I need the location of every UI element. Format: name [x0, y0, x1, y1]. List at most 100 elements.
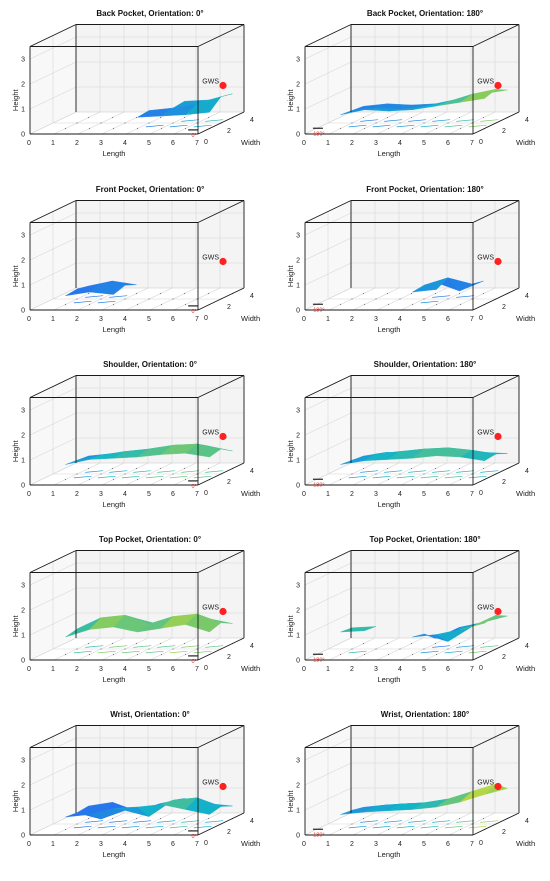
- contour-line: [408, 820, 427, 823]
- contour-line: [348, 475, 367, 479]
- floor-point: [339, 478, 342, 481]
- contour-line: [420, 650, 439, 654]
- contour-line: [121, 475, 140, 479]
- x-tick-label: 6: [446, 841, 450, 848]
- contour-line: [432, 645, 451, 648]
- x-tick-label: 5: [147, 491, 151, 498]
- floor-point: [363, 303, 366, 306]
- floor-point: [64, 127, 67, 130]
- x-tick-label: 1: [51, 841, 55, 848]
- x-tick-label: 6: [446, 316, 450, 323]
- chart-panel: Shoulder, Orientation: 0°0 1 2 3 4 5 6 7 0240123…: [11, 360, 260, 509]
- floor-point: [351, 298, 353, 300]
- floor-point: [362, 642, 365, 645]
- contour-line: [157, 820, 176, 823]
- z-tick-label: 3: [296, 583, 300, 590]
- floor-point: [87, 116, 90, 119]
- contour-line: [432, 119, 451, 122]
- floor-point: [148, 823, 150, 825]
- floor-point: [351, 823, 353, 825]
- chart-title: Top Pocket, Orientation: 180°: [369, 535, 480, 544]
- floor-point: [160, 653, 163, 656]
- floor-point: [124, 122, 126, 124]
- floor-point: [458, 116, 461, 119]
- x-tick-label: 3: [374, 666, 378, 673]
- floor-point: [136, 478, 139, 481]
- floor-point: [148, 648, 150, 650]
- box-edge: [472, 375, 520, 398]
- box-edge: [197, 375, 245, 398]
- surface-patch: [340, 626, 377, 633]
- floor-point: [410, 467, 413, 470]
- z-tick-label: 3: [296, 758, 300, 765]
- contour-line: [408, 470, 427, 473]
- box-edge: [472, 462, 520, 486]
- floor-point: [207, 817, 210, 820]
- floor-point: [136, 303, 139, 306]
- floor-point: [184, 127, 187, 130]
- floor-point: [386, 642, 389, 645]
- x-tick-label: 1: [51, 316, 55, 323]
- contour-line: [97, 825, 116, 829]
- z-tick-label: 0: [21, 833, 25, 840]
- x-tick-label: 7: [470, 316, 474, 323]
- chart-title: Front Pocket, Orientation: 180°: [366, 185, 483, 194]
- floor-point: [207, 642, 210, 645]
- x-tick-label: 6: [446, 666, 450, 673]
- floor-point: [423, 823, 425, 825]
- floor-point: [434, 116, 437, 119]
- floor-point: [434, 642, 437, 645]
- z-tick-label: 1: [296, 283, 300, 290]
- floor-point: [411, 303, 414, 306]
- floor-point: [184, 828, 187, 831]
- floor-point: [399, 298, 401, 300]
- floor-point: [183, 817, 186, 820]
- floor-point: [196, 298, 198, 300]
- floor-point: [76, 648, 78, 650]
- z-axis-label: Height: [286, 614, 295, 637]
- floor-point: [375, 122, 377, 124]
- floor-point: [386, 817, 389, 820]
- box-edge: [472, 200, 520, 223]
- floor-point: [435, 127, 438, 130]
- y-axis-label: Width: [241, 839, 260, 848]
- orientation-label: 0°: [191, 659, 196, 665]
- gws-marker: [494, 782, 502, 791]
- y-tick-label: 0: [479, 490, 483, 497]
- contour-line: [85, 470, 104, 473]
- floor-point: [183, 116, 186, 119]
- x-tick-label: 7: [195, 140, 199, 147]
- floor-point: [459, 127, 462, 130]
- z-tick-label: 2: [21, 783, 25, 790]
- box-edge: [197, 725, 245, 748]
- z-tick-label: 3: [296, 233, 300, 240]
- floor-point: [160, 828, 163, 831]
- floor-point: [196, 122, 198, 124]
- z-tick-label: 0: [21, 483, 25, 490]
- z-tick-label: 2: [21, 258, 25, 265]
- floor-point: [160, 303, 163, 306]
- floor-point: [362, 292, 365, 295]
- contour-line: [468, 124, 487, 128]
- x-tick-label: 3: [374, 841, 378, 848]
- x-tick-label: 1: [51, 666, 55, 673]
- x-tick-label: 6: [171, 140, 175, 147]
- y-tick-label: 0: [204, 315, 208, 322]
- box-edge: [472, 550, 520, 573]
- y-tick-label: 0: [479, 665, 483, 672]
- x-tick-label: 7: [195, 491, 199, 498]
- floor-point: [459, 478, 462, 481]
- y-axis-label: Width: [516, 489, 535, 498]
- floor-point: [410, 642, 413, 645]
- chart-panel: Top Pocket, Orientation: 180°0 1 2 3 4 5 6 7 024…: [286, 535, 535, 684]
- x-tick-label: 4: [123, 140, 127, 147]
- x-tick-label: 6: [446, 491, 450, 498]
- floor-point: [339, 653, 342, 656]
- floor-point: [87, 467, 90, 470]
- contour-line: [133, 645, 152, 648]
- floor-point: [363, 828, 366, 831]
- contour-line: [444, 124, 463, 128]
- floor-point: [148, 473, 150, 475]
- contour-line: [360, 820, 379, 823]
- floor-point: [88, 828, 91, 831]
